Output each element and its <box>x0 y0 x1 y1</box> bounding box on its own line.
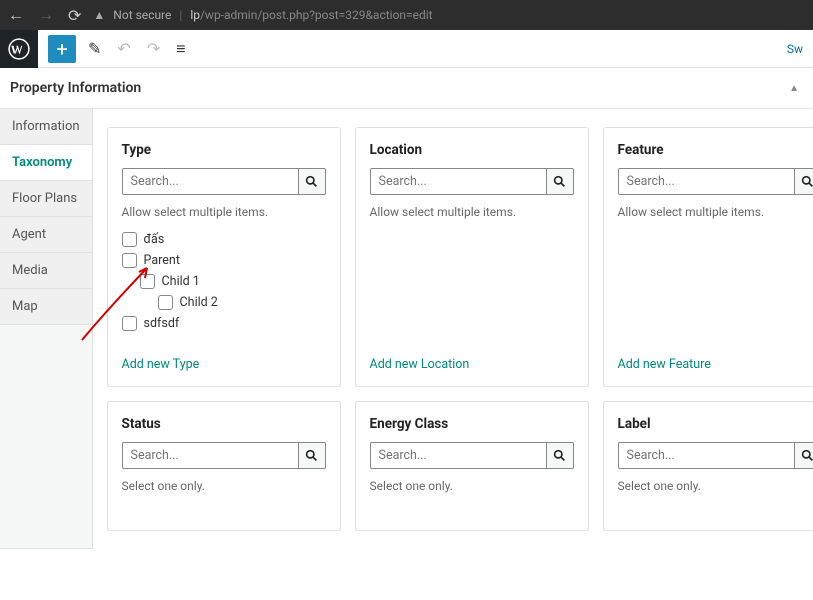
search-button[interactable] <box>298 442 326 469</box>
sidebar-item-media[interactable]: Media <box>0 253 92 289</box>
tree-checkbox[interactable] <box>140 274 155 289</box>
sidebar-item-taxonomy[interactable]: Taxonomy <box>0 145 92 181</box>
editor-toolbar: + ✎ ↶ ↷ ≡ Sw <box>0 30 813 68</box>
search-row <box>122 442 326 469</box>
sidebar-item-agent[interactable]: Agent <box>0 217 92 253</box>
content-grid: Type Allow select multiple items. đấs Pa… <box>93 109 813 549</box>
tree-checkbox[interactable] <box>122 316 137 331</box>
add-location-link[interactable]: Add new Location <box>370 347 574 372</box>
main-area: Information Taxonomy Floor Plans Agent M… <box>0 109 813 549</box>
tree-item: Child 2 <box>122 292 326 313</box>
toolbar-actions: + ✎ ↶ ↷ ≡ <box>38 35 200 63</box>
search-row <box>370 168 574 195</box>
helper-text: Select one only. <box>122 479 326 493</box>
taxonomy-tree: đấs Parent Child 1 Child 2 sdfsdf <box>122 229 326 334</box>
panel-title: Property Information <box>10 80 141 96</box>
search-input[interactable] <box>370 168 546 195</box>
sidebar-item-information[interactable]: Information <box>0 109 92 145</box>
card-title: Type <box>122 142 326 158</box>
reload-icon[interactable]: ⟳ <box>68 6 81 25</box>
search-row <box>370 442 574 469</box>
tree-checkbox[interactable] <box>122 253 137 268</box>
helper-text: Allow select multiple items. <box>122 205 326 219</box>
helper-text: Allow select multiple items. <box>370 205 574 219</box>
card-energy-class: Energy Class Select one only. <box>355 401 589 531</box>
sidebar-item-floor-plans[interactable]: Floor Plans <box>0 181 92 217</box>
tree-item: đấs <box>122 229 326 250</box>
outline-icon[interactable]: ≡ <box>172 35 189 63</box>
collapse-icon[interactable]: ▲ <box>789 83 803 94</box>
card-feature: Feature Allow select multiple items. Add… <box>603 127 813 387</box>
card-status: Status Select one only. <box>107 401 341 531</box>
add-block-button[interactable]: + <box>48 35 76 63</box>
add-feature-link[interactable]: Add new Feature <box>618 347 813 372</box>
redo-icon[interactable]: ↷ <box>143 35 164 62</box>
search-row <box>618 168 813 195</box>
browser-nav: ← → ⟳ <box>8 5 81 25</box>
tree-label: Child 1 <box>162 274 200 289</box>
card-title: Feature <box>618 142 813 158</box>
search-button[interactable] <box>546 442 574 469</box>
add-type-link[interactable]: Add new Type <box>122 347 326 372</box>
search-button[interactable] <box>546 168 574 195</box>
card-title: Status <box>122 416 326 432</box>
tree-checkbox[interactable] <box>158 295 173 310</box>
url-text: lp/wp-admin/post.php?post=329&action=edi… <box>190 8 432 22</box>
helper-text: Select one only. <box>370 479 574 493</box>
card-title: Energy Class <box>370 416 574 432</box>
address-bar[interactable]: ▲ Not secure | lp/wp-admin/post.php?post… <box>93 8 805 22</box>
wp-logo[interactable] <box>0 30 38 68</box>
tree-label: đấs <box>144 232 165 247</box>
panel-header: Property Information ▲ <box>0 68 813 109</box>
warning-icon: ▲ <box>93 8 105 22</box>
tree-item: Parent <box>122 250 326 271</box>
forward-icon[interactable]: → <box>38 5 54 25</box>
card-type: Type Allow select multiple items. đấs Pa… <box>107 127 341 387</box>
search-input[interactable] <box>370 442 546 469</box>
search-button[interactable] <box>794 168 813 195</box>
search-input[interactable] <box>618 168 794 195</box>
edit-icon[interactable]: ✎ <box>84 35 105 62</box>
card-label: Label Select one only. <box>603 401 813 531</box>
tree-checkbox[interactable] <box>122 232 137 247</box>
tree-item: Child 1 <box>122 271 326 292</box>
tree-label: Child 2 <box>180 295 218 310</box>
tree-label: sdfsdf <box>144 316 180 331</box>
card-title: Label <box>618 416 813 432</box>
sidebar-item-map[interactable]: Map <box>0 289 92 325</box>
undo-icon[interactable]: ↶ <box>113 35 134 62</box>
sidebar: Information Taxonomy Floor Plans Agent M… <box>0 109 93 549</box>
search-input[interactable] <box>122 168 298 195</box>
tree-item: sdfsdf <box>122 313 326 334</box>
card-location: Location Allow select multiple items. Ad… <box>355 127 589 387</box>
switch-link[interactable]: Sw <box>787 42 813 56</box>
search-input[interactable] <box>122 442 298 469</box>
browser-bar: ← → ⟳ ▲ Not secure | lp/wp-admin/post.ph… <box>0 0 813 30</box>
search-row <box>618 442 813 469</box>
tree-label: Parent <box>144 253 180 268</box>
search-row <box>122 168 326 195</box>
back-icon[interactable]: ← <box>8 5 24 25</box>
secure-label: Not secure <box>113 8 171 22</box>
search-input[interactable] <box>618 442 794 469</box>
search-button[interactable] <box>298 168 326 195</box>
card-title: Location <box>370 142 574 158</box>
helper-text: Allow select multiple items. <box>618 205 813 219</box>
helper-text: Select one only. <box>618 479 813 493</box>
search-button[interactable] <box>794 442 813 469</box>
